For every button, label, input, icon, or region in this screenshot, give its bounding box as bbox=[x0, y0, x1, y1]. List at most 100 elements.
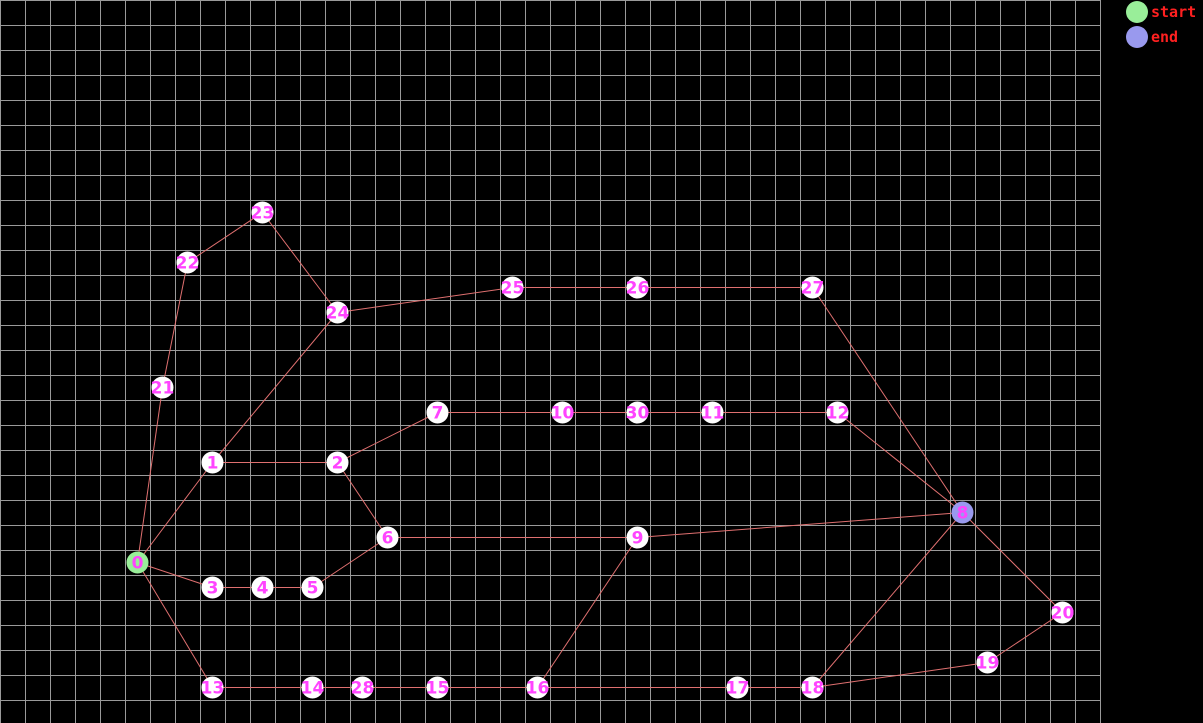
node-label: 4 bbox=[257, 579, 269, 599]
node-circle bbox=[626, 526, 649, 549]
legend-end-label: end bbox=[1151, 28, 1178, 46]
legend-end: end bbox=[1126, 26, 1178, 48]
node-circle bbox=[326, 301, 349, 324]
node-label: 30 bbox=[626, 404, 650, 424]
node-15: 15 bbox=[426, 676, 450, 699]
node-label: 27 bbox=[801, 279, 825, 299]
node-26: 26 bbox=[626, 276, 650, 299]
edges bbox=[137, 212, 1063, 688]
node-9: 9 bbox=[626, 526, 649, 549]
node-0: 0 bbox=[126, 551, 149, 574]
node-circle bbox=[351, 676, 374, 699]
node-label: 21 bbox=[151, 379, 175, 399]
node-24: 24 bbox=[326, 301, 350, 324]
node-label: 26 bbox=[626, 279, 650, 299]
node-label: 20 bbox=[1051, 604, 1075, 624]
node-label: 15 bbox=[426, 679, 450, 699]
edge-20-8 bbox=[962, 512, 1063, 613]
node-label: 13 bbox=[201, 679, 225, 699]
node-circle bbox=[826, 401, 849, 424]
node-circle bbox=[801, 676, 824, 699]
node-circle bbox=[201, 676, 224, 699]
edge-16-9 bbox=[537, 537, 638, 688]
node-circle bbox=[701, 401, 724, 424]
edge-23-24 bbox=[262, 212, 338, 313]
node-11: 11 bbox=[701, 401, 725, 424]
end-marker-icon bbox=[1126, 26, 1148, 48]
node-circle bbox=[976, 651, 999, 674]
node-18: 18 bbox=[801, 676, 824, 699]
node-21: 21 bbox=[151, 376, 175, 399]
edge-22-23 bbox=[187, 212, 263, 263]
edge-0-21 bbox=[137, 387, 163, 563]
node-label: 28 bbox=[351, 679, 375, 699]
node-16: 16 bbox=[526, 676, 550, 699]
node-label: 0 bbox=[132, 554, 144, 574]
node-circle bbox=[151, 376, 174, 399]
node-label: 9 bbox=[632, 529, 644, 549]
node-circle bbox=[501, 276, 524, 299]
node-10: 10 bbox=[551, 401, 575, 424]
node-label: 17 bbox=[726, 679, 750, 699]
edge-19-20 bbox=[987, 612, 1063, 663]
node-circle bbox=[426, 401, 449, 424]
node-12: 12 bbox=[826, 401, 849, 424]
node-3: 3 bbox=[201, 576, 224, 599]
node-circle bbox=[626, 401, 649, 424]
legend-start: start bbox=[1126, 1, 1196, 23]
node-17: 17 bbox=[726, 676, 750, 699]
node-circle bbox=[376, 526, 399, 549]
node-25: 25 bbox=[501, 276, 525, 299]
node-circle bbox=[426, 676, 449, 699]
edge-24-25 bbox=[337, 287, 513, 313]
edge-27-8 bbox=[812, 287, 963, 513]
edge-18-8 bbox=[812, 512, 963, 688]
node-4: 4 bbox=[251, 576, 274, 599]
node-label: 10 bbox=[551, 404, 575, 424]
node-circle bbox=[801, 276, 824, 299]
node-label: 19 bbox=[976, 654, 1000, 674]
node-label: 25 bbox=[501, 279, 525, 299]
node-circle bbox=[526, 676, 549, 699]
start-marker-icon bbox=[1126, 1, 1148, 23]
legend: start end bbox=[1126, 1, 1196, 48]
node-circle bbox=[726, 676, 749, 699]
edge-21-22 bbox=[162, 262, 188, 388]
node-label: 3 bbox=[207, 579, 219, 599]
node-27: 27 bbox=[801, 276, 825, 299]
node-7: 7 bbox=[426, 401, 449, 424]
node-circle bbox=[301, 576, 324, 599]
edge-1-24 bbox=[212, 312, 338, 463]
node-label: 1 bbox=[207, 454, 219, 474]
node-label: 16 bbox=[526, 679, 550, 699]
node-2: 2 bbox=[326, 451, 349, 474]
node-label: 24 bbox=[326, 304, 350, 324]
node-label: 11 bbox=[701, 404, 725, 424]
node-label: 22 bbox=[176, 254, 200, 274]
grid bbox=[0, 0, 1101, 723]
node-20: 20 bbox=[1051, 601, 1075, 624]
node-circle bbox=[551, 401, 574, 424]
node-circle bbox=[326, 451, 349, 474]
edge-0-3 bbox=[137, 562, 213, 588]
edge-2-6 bbox=[337, 462, 388, 538]
node-circle bbox=[626, 276, 649, 299]
node-5: 5 bbox=[301, 576, 324, 599]
edge-0-1 bbox=[137, 462, 213, 563]
node-6: 6 bbox=[376, 526, 399, 549]
node-8: 8 bbox=[951, 501, 974, 524]
node-label: 7 bbox=[432, 404, 444, 424]
node-23: 23 bbox=[251, 201, 275, 224]
node-label: 23 bbox=[251, 204, 275, 224]
node-1: 1 bbox=[201, 451, 224, 474]
edge-2-7 bbox=[337, 412, 438, 463]
edge-5-6 bbox=[312, 537, 388, 588]
node-19: 19 bbox=[976, 651, 1000, 674]
node-circle bbox=[201, 451, 224, 474]
edge-12-8 bbox=[837, 412, 963, 513]
node-circle bbox=[301, 676, 324, 699]
node-13: 13 bbox=[201, 676, 225, 699]
